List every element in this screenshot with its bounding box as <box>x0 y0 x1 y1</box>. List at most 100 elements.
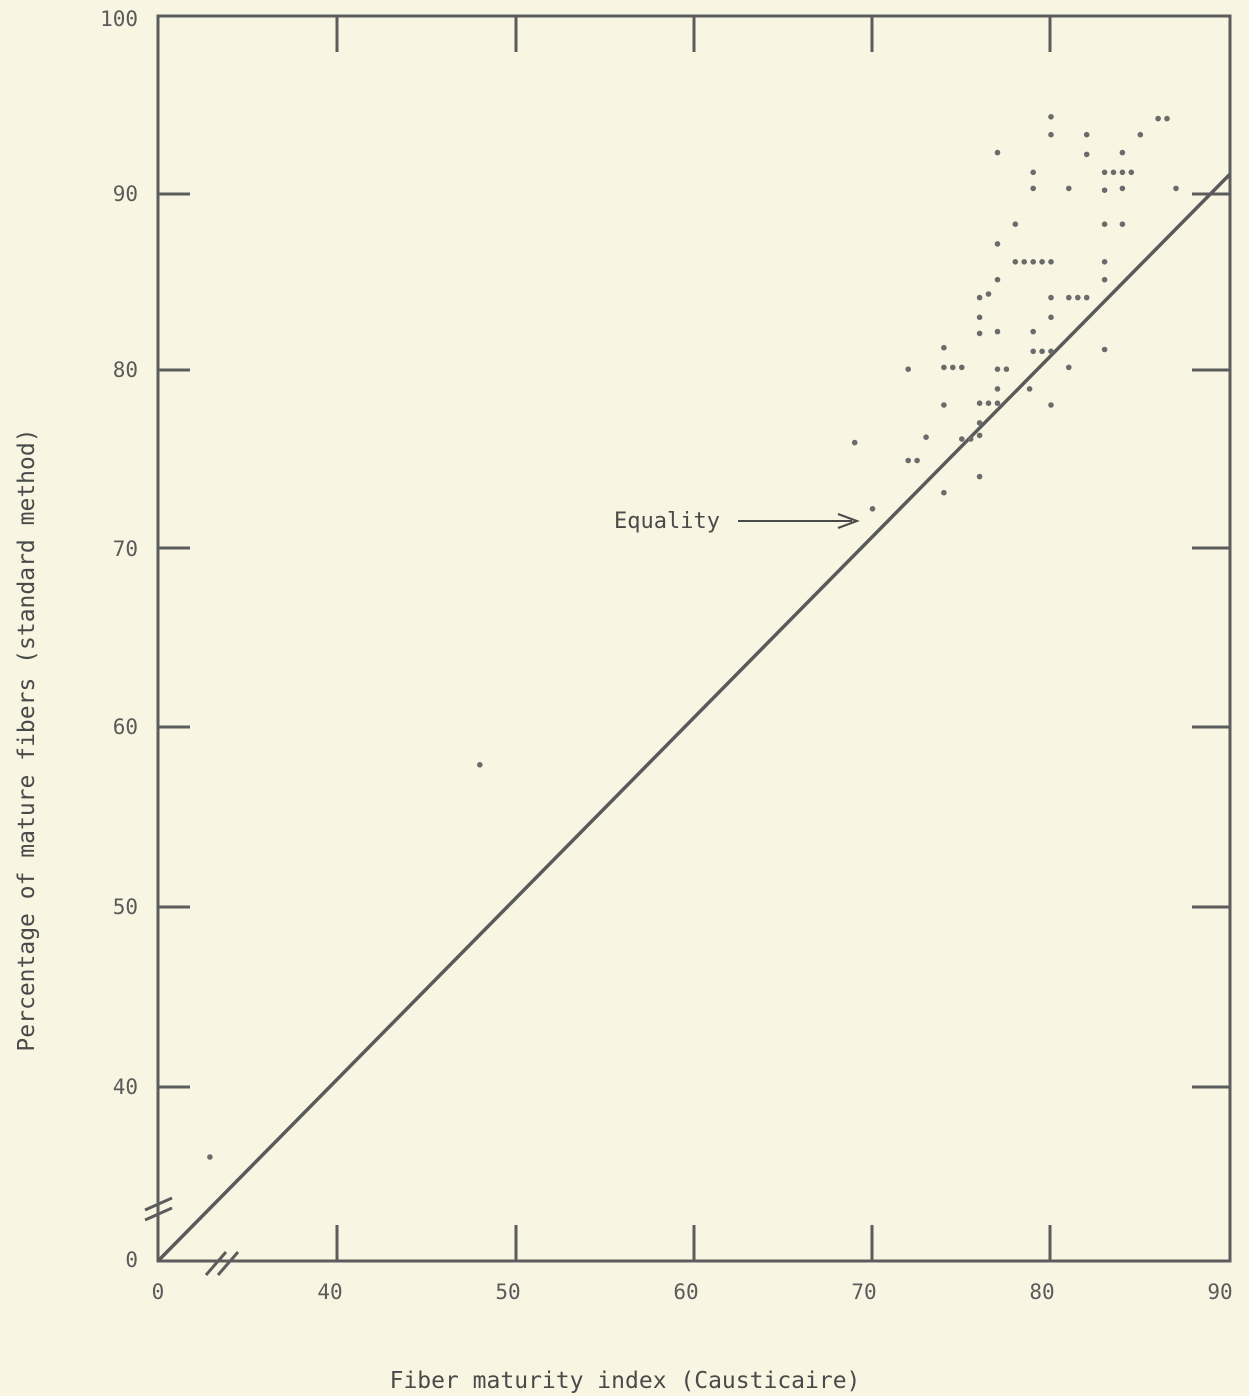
data-point-35 <box>1021 259 1027 265</box>
data-point-68 <box>1119 185 1126 192</box>
data-point-51 <box>1066 185 1072 192</box>
data-point-1 <box>477 762 483 768</box>
plot-frame <box>156 14 1232 1263</box>
data-point-59 <box>1101 187 1108 193</box>
data-point-25 <box>994 400 1001 407</box>
data-point-41 <box>1030 328 1036 335</box>
x-tick-label-0: 0 <box>152 1280 165 1304</box>
data-point-30 <box>994 366 1001 373</box>
y-axis-title: Percentage of mature fibers (standard me… <box>14 428 40 1051</box>
data-point-31 <box>1003 366 1010 373</box>
y-tick-label-70: 70 <box>113 537 138 561</box>
axis-ticks <box>158 16 1230 1261</box>
data-point-48 <box>1048 348 1054 355</box>
data-point-32 <box>994 386 1001 392</box>
data-point-65 <box>1119 169 1126 176</box>
data-point-13 <box>941 489 947 496</box>
data-point-54 <box>1083 294 1090 301</box>
data-point-20 <box>985 291 992 297</box>
data-point-58 <box>1101 169 1108 176</box>
data-point-70 <box>1137 131 1144 138</box>
data-point-17 <box>976 473 983 480</box>
axis-breaks <box>144 1196 240 1276</box>
x-tick-label-90: 90 <box>1207 1280 1232 1304</box>
equality-line-group <box>156 172 1232 1263</box>
data-point-5 <box>905 457 911 464</box>
data-point-10 <box>950 364 956 371</box>
x-axis-title: Fiber maturity index (Causticaire) <box>390 1368 861 1394</box>
data-point-24 <box>985 400 992 407</box>
data-point-55 <box>1066 364 1072 371</box>
data-point-2 <box>851 439 858 446</box>
data-point-33 <box>1012 221 1019 227</box>
data-point-47 <box>1048 314 1054 321</box>
data-point-26 <box>994 149 1001 156</box>
y-tick-label-50: 50 <box>113 895 138 919</box>
x-tick-label-40: 40 <box>317 1280 342 1304</box>
data-point-22 <box>976 330 983 337</box>
data-point-73 <box>1173 185 1179 192</box>
data-point-56 <box>1083 131 1090 138</box>
y-tick-label-0: 0 <box>125 1248 138 1272</box>
x-tick-label-50: 50 <box>495 1280 520 1304</box>
data-point-28 <box>994 276 1001 283</box>
data-point-43 <box>1026 386 1033 392</box>
tick-labels: 0 40 50 60 70 80 90 0 40 50 60 70 80 90 100 <box>100 7 1233 1304</box>
x-tick-label-80: 80 <box>1029 1280 1054 1304</box>
data-point-52 <box>1066 294 1072 301</box>
data-point-62 <box>1101 276 1108 283</box>
data-point-34 <box>1012 259 1019 265</box>
data-point-49 <box>1039 348 1045 355</box>
data-point-63 <box>1101 346 1108 353</box>
data-point-66 <box>1128 169 1135 176</box>
data-point-18 <box>976 420 983 426</box>
x-break-mark-2 <box>216 1251 240 1276</box>
data-point-23 <box>976 400 983 407</box>
data-point-71 <box>1155 115 1161 122</box>
y-tick-label-80: 80 <box>113 358 138 382</box>
data-point-9 <box>941 364 947 371</box>
equality-label: Equality <box>614 509 720 534</box>
equality-arrow-head <box>837 513 860 529</box>
data-point-4 <box>905 366 911 373</box>
data-point-16 <box>976 432 983 439</box>
data-point-57 <box>1083 151 1090 158</box>
data-point-50 <box>1048 402 1054 408</box>
data-point-15 <box>967 436 974 442</box>
data-point-38 <box>1048 259 1054 265</box>
data-point-45 <box>1048 131 1054 138</box>
data-point-39 <box>1030 169 1036 176</box>
x-break-mark-1 <box>204 1251 228 1276</box>
data-points <box>207 114 1179 1160</box>
data-point-64 <box>1110 169 1117 176</box>
y-break-mark-2 <box>144 1206 173 1222</box>
data-point-69 <box>1119 221 1126 227</box>
data-point-14 <box>959 436 965 442</box>
data-point-37 <box>1039 259 1045 265</box>
data-point-11 <box>959 364 965 371</box>
data-point-60 <box>1101 221 1108 227</box>
data-point-44 <box>1048 114 1054 120</box>
data-point-46 <box>1048 294 1054 301</box>
data-point-8 <box>941 344 947 351</box>
data-point-21 <box>976 314 983 321</box>
y-break-mark-1 <box>144 1196 173 1212</box>
data-point-0 <box>207 1154 213 1160</box>
data-point-36 <box>1030 259 1036 265</box>
data-point-53 <box>1075 294 1081 301</box>
data-point-7 <box>923 434 929 441</box>
data-point-6 <box>914 457 920 464</box>
data-point-40 <box>1030 185 1036 192</box>
y-tick-label-60: 60 <box>113 715 138 739</box>
data-point-3 <box>869 506 876 512</box>
data-point-19 <box>976 294 983 301</box>
y-tick-label-90: 90 <box>113 182 138 206</box>
x-tick-label-60: 60 <box>673 1280 698 1304</box>
data-point-61 <box>1101 259 1108 265</box>
data-point-42 <box>1030 348 1036 355</box>
y-tick-label-40: 40 <box>113 1075 138 1099</box>
data-point-27 <box>994 241 1001 247</box>
plot-border <box>156 14 1232 1263</box>
data-point-67 <box>1119 149 1126 156</box>
